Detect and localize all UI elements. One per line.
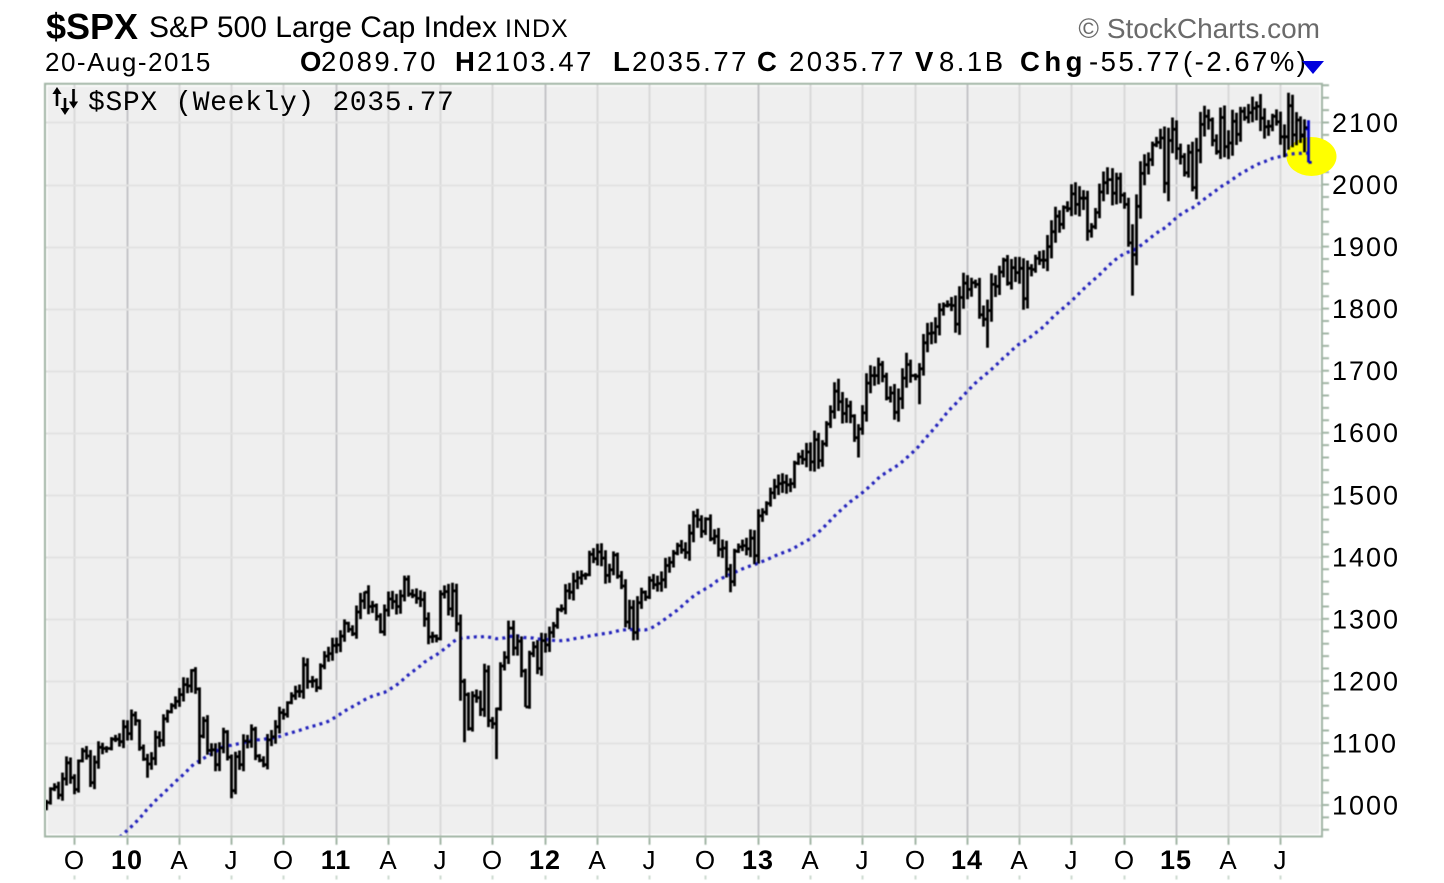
svg-text:O: O bbox=[482, 845, 502, 875]
svg-text:1200: 1200 bbox=[1332, 666, 1400, 696]
svg-text:O: O bbox=[1114, 845, 1134, 875]
svg-text:J: J bbox=[225, 845, 238, 875]
svg-text:2035.77: 2035.77 bbox=[789, 46, 906, 77]
svg-text:O: O bbox=[300, 46, 324, 77]
svg-text:A: A bbox=[801, 845, 819, 875]
svg-text:J: J bbox=[1274, 845, 1287, 875]
svg-text:O: O bbox=[273, 845, 293, 875]
svg-text:2103.47: 2103.47 bbox=[477, 46, 594, 77]
svg-text:1300: 1300 bbox=[1332, 604, 1400, 634]
svg-text:13: 13 bbox=[742, 845, 774, 875]
svg-text:2100: 2100 bbox=[1332, 108, 1400, 138]
svg-text:Chg: Chg bbox=[1020, 46, 1087, 77]
svg-text:1800: 1800 bbox=[1332, 294, 1400, 324]
svg-text:2035.77: 2035.77 bbox=[632, 46, 749, 77]
svg-text:A: A bbox=[1010, 845, 1028, 875]
svg-text:1400: 1400 bbox=[1332, 542, 1400, 572]
svg-text:-55.77: -55.77 bbox=[1089, 46, 1182, 77]
svg-text:J: J bbox=[643, 845, 656, 875]
svg-text:2089.70: 2089.70 bbox=[321, 46, 438, 77]
svg-text:1000: 1000 bbox=[1332, 791, 1400, 821]
svg-text:11: 11 bbox=[321, 845, 352, 875]
svg-text:A: A bbox=[1219, 845, 1237, 875]
svg-text:O: O bbox=[695, 845, 715, 875]
svg-text:J: J bbox=[434, 845, 447, 875]
svg-text:O: O bbox=[905, 845, 925, 875]
svg-text:J: J bbox=[856, 845, 869, 875]
svg-text:1700: 1700 bbox=[1332, 356, 1400, 386]
svg-text:J: J bbox=[1065, 845, 1078, 875]
svg-text:20-Aug-2015: 20-Aug-2015 bbox=[45, 47, 212, 77]
svg-text:12: 12 bbox=[529, 845, 561, 875]
svg-text:$SPX: $SPX bbox=[46, 6, 138, 47]
svg-text:14: 14 bbox=[951, 845, 983, 875]
svg-text:8.1B: 8.1B bbox=[939, 46, 1006, 77]
svg-text:(-2.67%): (-2.67%) bbox=[1183, 46, 1308, 77]
svg-text:1100: 1100 bbox=[1332, 729, 1398, 759]
svg-text:H: H bbox=[455, 46, 477, 77]
svg-text:A: A bbox=[379, 845, 397, 875]
svg-text:A: A bbox=[170, 845, 188, 875]
svg-text:C: C bbox=[757, 46, 779, 77]
svg-text:2000: 2000 bbox=[1332, 170, 1400, 200]
svg-text:L: L bbox=[613, 46, 632, 77]
svg-text:1900: 1900 bbox=[1332, 232, 1400, 262]
svg-text:10: 10 bbox=[111, 845, 143, 875]
svg-text:1600: 1600 bbox=[1332, 418, 1400, 448]
svg-text:O: O bbox=[64, 845, 84, 875]
svg-text:A: A bbox=[588, 845, 606, 875]
svg-text:15: 15 bbox=[1160, 845, 1192, 875]
svg-text:INDX: INDX bbox=[505, 15, 569, 43]
svg-text:V: V bbox=[915, 46, 936, 77]
svg-text:© StockCharts.com: © StockCharts.com bbox=[1078, 13, 1320, 44]
svg-text:1500: 1500 bbox=[1332, 480, 1400, 510]
svg-text:S&P 500 Large Cap Index: S&P 500 Large Cap Index bbox=[149, 11, 497, 44]
svg-text:$SPX (Weekly) 2035.77: $SPX (Weekly) 2035.77 bbox=[88, 88, 455, 119]
